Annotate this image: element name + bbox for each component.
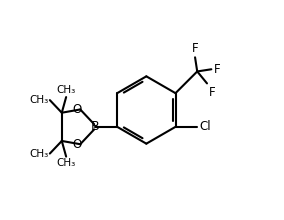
- Text: Cl: Cl: [199, 120, 211, 133]
- Text: F: F: [192, 42, 198, 55]
- Text: CH₃: CH₃: [30, 148, 49, 159]
- Text: CH₃: CH₃: [57, 158, 76, 168]
- Text: O: O: [72, 138, 81, 151]
- Text: F: F: [209, 86, 216, 99]
- Text: O: O: [72, 103, 81, 116]
- Text: B: B: [91, 120, 100, 133]
- Text: F: F: [214, 63, 221, 76]
- Text: CH₃: CH₃: [57, 85, 76, 95]
- Text: CH₃: CH₃: [30, 95, 49, 105]
